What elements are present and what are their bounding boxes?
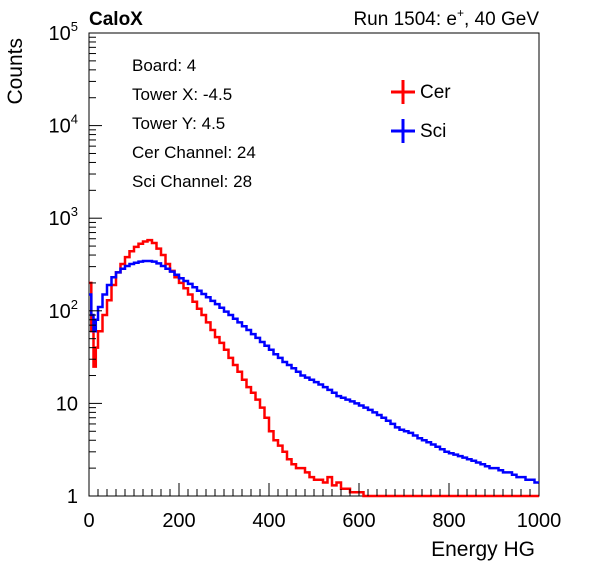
info-line-tower-y: Tower Y: 4.5 [132, 114, 225, 133]
y-tick-label: 105 [49, 19, 78, 45]
brand-label: CaloX [89, 9, 143, 30]
y-tick-label: 1 [67, 486, 78, 508]
x-axis-label: Energy HG [431, 538, 535, 561]
y-tick-label: 104 [49, 112, 78, 138]
info-line-sci-channel: Sci Channel: 28 [132, 172, 252, 191]
x-tick-label: 600 [342, 510, 375, 532]
x-axis-ticks: 0 200 400 600 800 1000 [83, 483, 561, 532]
x-tick-label: 400 [252, 510, 285, 532]
run-label-prefix: Run 1504: e [353, 9, 457, 30]
y-axis-label: Counts [4, 38, 27, 105]
x-tick-label: 0 [83, 510, 94, 532]
legend-label-cer: Cer [420, 82, 451, 103]
y-tick-label: 103 [49, 204, 78, 230]
series-layer [89, 238, 539, 498]
series-line-cer [89, 238, 539, 498]
info-line-tower-x: Tower X: -4.5 [132, 85, 232, 104]
series-line-sci [89, 259, 539, 484]
x-tick-label: 800 [432, 510, 465, 532]
info-box: Board: 4 Tower X: -4.5 Tower Y: 4.5 Cer … [132, 56, 256, 191]
legend-marker-sci [391, 119, 415, 143]
y-tick-label: 10 [56, 393, 78, 415]
info-line-cer-channel: Cer Channel: 24 [132, 143, 256, 162]
x-tick-label: 200 [162, 510, 195, 532]
legend-label-sci: Sci [420, 121, 446, 142]
y-tick-label: 102 [49, 297, 78, 323]
run-label: Run 1504: e+, 40 GeV [353, 6, 539, 30]
y-axis-ticks: 1 10 102 103 104 105 [49, 19, 102, 508]
info-line-board: Board: 4 [132, 56, 196, 75]
x-tick-label: 1000 [517, 510, 562, 532]
run-label-suffix: , 40 GeV [464, 9, 539, 30]
run-label-sup: + [457, 6, 464, 20]
legend: Cer Sci [391, 80, 451, 143]
legend-marker-cer [391, 80, 415, 104]
